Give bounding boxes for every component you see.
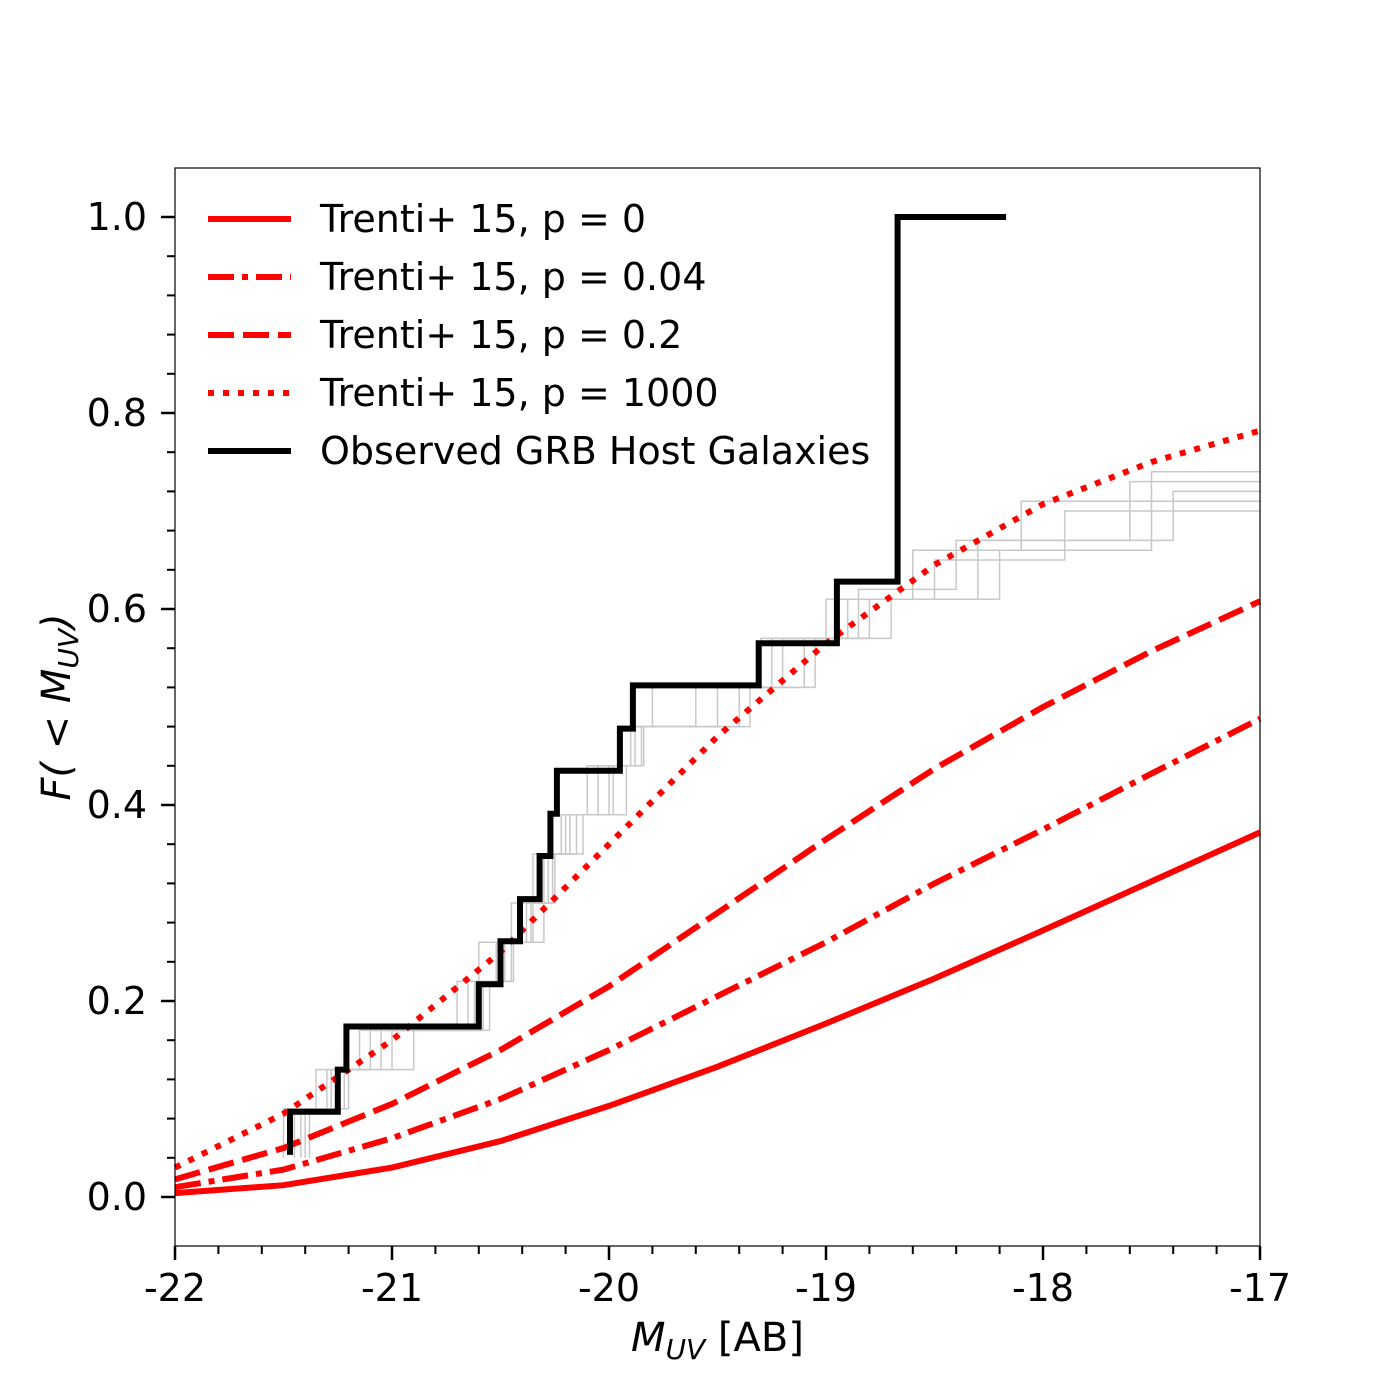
y-axis-label-prefix: F( < bbox=[34, 703, 80, 801]
y-tick-label: 0.6 bbox=[87, 587, 147, 631]
x-axis-label: MUV [AB] bbox=[631, 1315, 804, 1366]
y-axis-label-sub: UV bbox=[52, 627, 85, 668]
realization-line-4 bbox=[300, 480, 1260, 1158]
legend-label-5: Observed GRB Host Galaxies bbox=[320, 429, 870, 473]
x-tick-label: -20 bbox=[578, 1266, 640, 1310]
y-axis-ticks: 0.0 0.2 0.4 0.6 0.8 1.0 bbox=[87, 195, 175, 1219]
y-tick-label: 0.0 bbox=[87, 1175, 147, 1219]
y-axis-label-main: M bbox=[34, 669, 80, 704]
x-tick-label: -17 bbox=[1229, 1266, 1291, 1310]
legend-label-1: Trenti+ 15, p = 0 bbox=[319, 197, 646, 241]
legend: Trenti+ 15, p = 0 Trenti+ 15, p = 0.04 Tre… bbox=[208, 197, 870, 473]
model-curve-1 bbox=[174, 829, 1262, 1197]
model-curve-2 bbox=[174, 716, 1262, 1191]
y-axis-label: F( < MUV) bbox=[34, 613, 85, 800]
x-tick-label: -19 bbox=[795, 1266, 857, 1310]
x-tick-label: -22 bbox=[144, 1266, 206, 1310]
x-axis-label-main: M bbox=[631, 1315, 666, 1361]
y-tick-label: 1.0 bbox=[87, 195, 147, 239]
x-axis-ticks: -22 -21 -20 -19 -18 -17 bbox=[144, 1246, 1291, 1310]
realization-line-5 bbox=[308, 471, 1260, 1158]
x-axis-label-suffix: [AB] bbox=[705, 1315, 804, 1361]
y-axis-label-suffix: ) bbox=[34, 613, 80, 632]
model-curve-3 bbox=[174, 598, 1262, 1183]
realizations-layer bbox=[282, 471, 1260, 1158]
legend-label-4: Trenti+ 15, p = 1000 bbox=[319, 371, 719, 415]
realization-line-2 bbox=[304, 490, 1260, 1158]
legend-label-2: Trenti+ 15, p = 0.04 bbox=[319, 255, 707, 299]
legend-label-3: Trenti+ 15, p = 0.2 bbox=[319, 313, 682, 357]
plot-frame bbox=[174, 167, 1261, 1247]
realization-line-1 bbox=[293, 510, 1260, 1158]
y-tick-label: 0.4 bbox=[87, 783, 147, 827]
observed-step-line bbox=[287, 214, 1007, 1155]
observed-layer bbox=[287, 214, 1007, 1155]
y-tick-label: 0.2 bbox=[87, 979, 147, 1023]
x-axis-label-sub: UV bbox=[666, 1333, 707, 1366]
y-tick-label: 0.8 bbox=[87, 391, 147, 435]
x-tick-label: -18 bbox=[1012, 1266, 1074, 1310]
models-layer bbox=[173, 427, 1262, 1197]
realization-line-3 bbox=[282, 500, 1260, 1158]
x-tick-label: -21 bbox=[361, 1266, 423, 1310]
